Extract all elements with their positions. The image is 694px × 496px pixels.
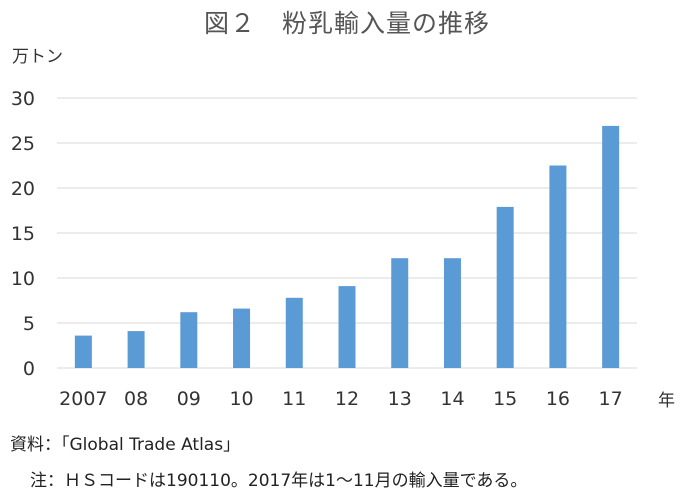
x-tick-label: 2007 [59, 388, 107, 410]
bar-09 [180, 312, 198, 368]
y-tick-label: 25 [11, 133, 35, 155]
y-tick-label: 30 [11, 88, 35, 110]
x-tick-label: 15 [493, 388, 517, 410]
x-tick-label: 13 [388, 388, 412, 410]
bar-13 [391, 258, 409, 368]
y-axis-unit-label: 万トン [12, 47, 63, 67]
y-tick-label: 20 [11, 178, 35, 200]
source-note: 資料：「Global Trade Atlas」 [10, 435, 241, 455]
x-tick-label: 11 [282, 388, 306, 410]
x-tick-label: 12 [335, 388, 359, 410]
bars [74, 125, 620, 369]
y-tick-label: 15 [11, 223, 35, 245]
bar-10 [233, 308, 251, 368]
y-tick-label: 10 [11, 268, 35, 290]
y-tick-label: 5 [23, 313, 35, 335]
bar-14 [443, 258, 461, 368]
y-tick-label: 0 [23, 358, 35, 380]
x-tick-label: 16 [546, 388, 570, 410]
x-axis-tick-labels: 2007 08 09 10 11 12 13 14 15 16 17 [59, 388, 623, 410]
bar-2007 [74, 335, 92, 368]
bar-11 [285, 297, 303, 368]
bar-16 [549, 165, 567, 368]
bar-08 [127, 331, 145, 368]
x-axis-unit-label: 年 [658, 391, 675, 411]
x-tick-label: 09 [177, 388, 201, 410]
bar-12 [338, 286, 356, 368]
x-tick-label: 17 [599, 388, 623, 410]
bar-17 [602, 125, 620, 369]
bar-chart: 万トン 0 5 10 15 20 25 30 2007 08 09 10 11 12 13 14 15 16 1… [11, 47, 675, 411]
y-axis-tick-labels: 0 5 10 15 20 25 30 [11, 88, 35, 380]
footnote: 注：ＨＳコードは190110。2017年は1～11月の輸入量である。 [30, 471, 528, 491]
x-tick-label: 14 [440, 388, 464, 410]
bar-15 [496, 206, 514, 368]
chart-title: 図２ 粉乳輸入量の推移 [203, 9, 490, 38]
x-tick-label: 10 [229, 388, 253, 410]
x-tick-label: 08 [124, 388, 148, 410]
